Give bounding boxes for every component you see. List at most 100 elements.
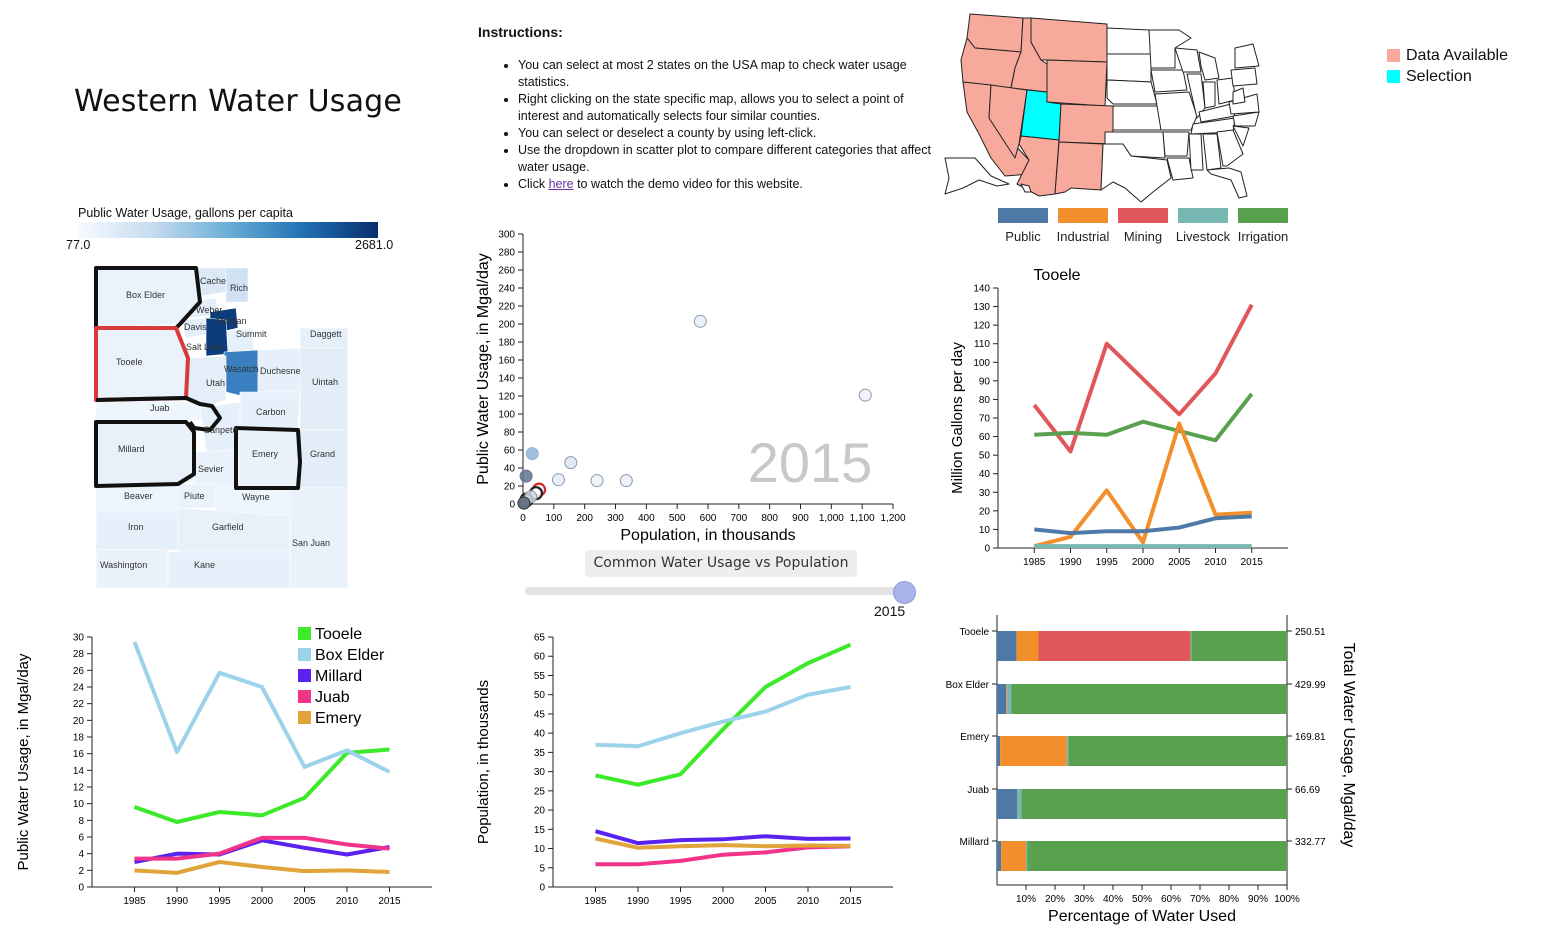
state-michigan[interactable] (1198, 51, 1220, 81)
state-texas[interactable] (1100, 143, 1172, 203)
bar-segment (997, 684, 1007, 714)
series-line (595, 642, 852, 787)
category-swatch (1238, 208, 1288, 223)
utah-county-map[interactable]: Box Elder Cache Rich Weber Davis Morgan Summit… (90, 262, 352, 592)
bar-total-label: 250.51 (1295, 627, 1326, 638)
category-legend: Public Industrial Mining Livestock Irrigatio… (998, 208, 1289, 244)
state-wisconsin[interactable] (1174, 47, 1202, 73)
x-tick-label: 60% (1161, 894, 1181, 905)
scatter-plot[interactable]: 2015 0 20 40 60 80 100 120 140 160 180 200 220 240 260… (470, 225, 910, 550)
county-label: San Juan (292, 538, 330, 548)
county-point (619, 474, 633, 488)
x-tick-label: 300 (607, 513, 624, 524)
state-wyoming[interactable] (1046, 59, 1108, 107)
year-watermark: 2015 (748, 431, 873, 494)
state-montana[interactable] (1030, 17, 1108, 63)
county-label: Rich (230, 283, 248, 293)
state-alaska[interactable] (944, 157, 1010, 195)
county-label: Sanpete (204, 425, 238, 435)
x-tick-label: 50% (1132, 894, 1152, 905)
state-kansas[interactable] (1112, 105, 1162, 131)
state-hawaii[interactable] (1020, 183, 1032, 193)
x-tick-label: 2005 (293, 896, 316, 907)
county-point (525, 447, 539, 461)
county-label: Cache (200, 276, 226, 286)
county-point (564, 456, 578, 470)
y-tick-label: 2 (78, 866, 84, 877)
county-label: Box Elder (126, 290, 165, 300)
state-north-carolina[interactable] (1232, 111, 1260, 127)
county-label: Kane (194, 560, 215, 570)
state-north-dakota[interactable] (1106, 27, 1152, 55)
state-iowa[interactable] (1150, 69, 1188, 93)
county-uintah[interactable] (299, 347, 349, 431)
y-tick-label: 300 (498, 230, 515, 241)
legend-max-label: 2681.0 (355, 238, 394, 252)
series-line (594, 829, 851, 846)
bar-segment (1001, 841, 1026, 871)
state-pennsylvania[interactable] (1230, 67, 1258, 87)
state-florida[interactable] (1206, 167, 1248, 199)
state-louisiana[interactable] (1166, 157, 1194, 181)
state-virginia[interactable] (1228, 93, 1260, 115)
category-legend-label: Irrigation (1238, 229, 1289, 244)
county-grand[interactable] (297, 429, 349, 489)
bar-segment (997, 631, 1017, 661)
state-georgia[interactable] (1216, 129, 1244, 167)
y-axis-label: Million Gallons per day (949, 342, 966, 494)
y-axis-label: Public Water Usage, in Mgal/day (15, 653, 32, 871)
y-tick-label: 10 (979, 525, 991, 536)
county-rich[interactable] (225, 267, 249, 303)
bar-segment (1038, 631, 1191, 661)
county-emery[interactable] (237, 429, 299, 489)
y-tick-label: 40 (504, 464, 516, 475)
state-south-dakota[interactable] (1106, 53, 1152, 83)
county-label: Tooele (116, 357, 143, 367)
usa-map[interactable] (935, 8, 1260, 203)
y-tick-label: 180 (498, 338, 515, 349)
bar-segment (1068, 736, 1287, 766)
county-label: Salt Lake (186, 342, 224, 352)
state-arkansas[interactable] (1162, 131, 1190, 157)
state-missouri[interactable] (1154, 91, 1198, 131)
county-label: Sevier (198, 464, 224, 474)
y-tick-label: 160 (498, 356, 515, 367)
x-tick-label: 800 (761, 513, 778, 524)
x-tick-label: 100% (1274, 894, 1300, 905)
county-label: Duchesne (260, 366, 301, 376)
state-west-virginia[interactable] (1232, 87, 1246, 105)
county-kane[interactable] (167, 551, 291, 589)
x-tick-label: 2000 (1132, 557, 1155, 568)
category-dropdown[interactable]: Common Water Usage vs Population ⌵ (585, 550, 857, 596)
bar-total-label: 66.69 (1295, 785, 1320, 796)
demo-video-link[interactable]: here (548, 177, 574, 191)
y-tick-label: 100 (498, 410, 515, 421)
y-tick-label: 55 (534, 671, 546, 682)
state-alabama[interactable] (1202, 133, 1222, 171)
state-south-carolina[interactable] (1232, 125, 1250, 147)
county-label: Uintah (312, 377, 338, 387)
bar-total-label: 429.99 (1295, 680, 1326, 691)
county-label: Piute (184, 491, 205, 501)
state-nebraska[interactable] (1106, 79, 1158, 105)
y-tick-label: 130 (973, 302, 990, 313)
state-washington[interactable] (966, 13, 1024, 53)
state-nevada[interactable] (988, 84, 1028, 159)
y-tick-label: 60 (979, 432, 991, 443)
y-tick-label: 15 (534, 825, 546, 836)
bar-segment (1191, 631, 1287, 661)
state-new-york[interactable] (1234, 43, 1260, 69)
year-slider-track[interactable] (525, 587, 905, 595)
category-legend-label: Livestock (1176, 229, 1231, 244)
x-tick-label: 1995 (208, 896, 231, 907)
selected-outline-tooele (94, 326, 190, 402)
y-tick-label: 4 (78, 849, 84, 860)
year-slider-handle[interactable] (893, 581, 916, 604)
state-mississippi[interactable] (1188, 133, 1204, 171)
x-axis-label: Percentage of Water Used (1048, 908, 1236, 925)
county-millard[interactable] (95, 421, 195, 487)
x-tick-label: 1985 (123, 896, 146, 907)
state-indiana[interactable] (1202, 81, 1216, 109)
state-new-mexico[interactable] (1054, 141, 1104, 195)
